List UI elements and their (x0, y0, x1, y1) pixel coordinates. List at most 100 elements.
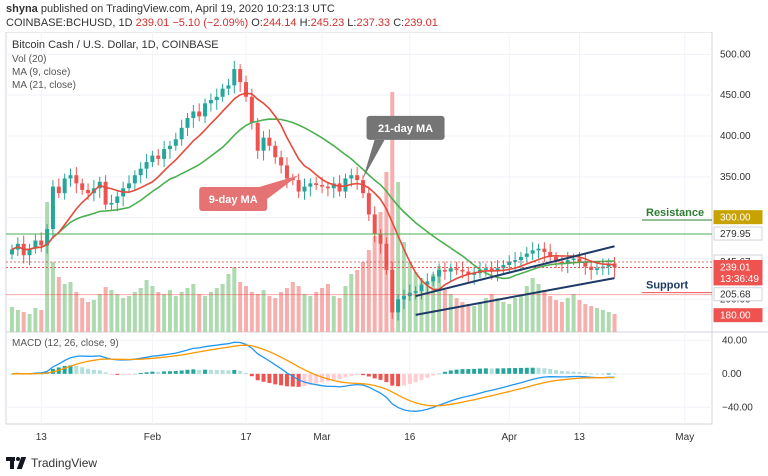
candle-body (349, 175, 354, 179)
tradingview-logo[interactable]: TradingView (6, 456, 97, 470)
price-tick-label: 400.00 (720, 131, 751, 142)
candle-body (150, 155, 155, 163)
candle-body (431, 276, 436, 282)
volume-bar (325, 284, 330, 332)
last-price: 239.01 (135, 17, 170, 29)
macd-histogram-bar (589, 373, 594, 375)
volume-bar (542, 290, 547, 332)
x-tick-label: 17 (240, 432, 252, 443)
macd-histogram-bar (513, 368, 518, 374)
volume-bar (261, 290, 266, 332)
volume-bar (191, 284, 196, 332)
macd-histogram-bar (343, 373, 348, 378)
macd-histogram-bar (331, 373, 336, 380)
volume-bar (197, 294, 202, 332)
candle-body (343, 178, 348, 192)
price-axis-badge-text: 13:36:49 (720, 274, 759, 285)
macd-histogram-bar (320, 373, 325, 383)
macd-histogram-bar (173, 371, 178, 374)
candle-body (33, 240, 38, 249)
macd-histogram-bar (185, 369, 190, 374)
macd-histogram-bar (220, 370, 225, 374)
x-tick-label: 13 (574, 432, 586, 443)
candle-body (413, 291, 418, 293)
candle-body (173, 139, 178, 146)
candle-body (437, 269, 442, 277)
price-axis-badge (713, 271, 763, 286)
volume-bar (396, 182, 401, 332)
volume-bar (361, 262, 365, 332)
macd-histogram-bar (454, 369, 459, 374)
candle-body (548, 251, 553, 257)
macd-histogram-bar (103, 372, 108, 374)
candle-body (466, 271, 471, 275)
volume-bar (349, 274, 354, 332)
macd-histogram-bar (97, 370, 102, 374)
macd-histogram-bar (232, 369, 237, 374)
macd-histogram-bar (62, 366, 67, 374)
volume-bar (21, 312, 26, 332)
publisher-name[interactable]: shyna (6, 3, 38, 15)
volume-bar (150, 286, 155, 332)
candle-body (501, 265, 506, 269)
resistance-annotation: Resistance (646, 207, 704, 219)
volume-bar (290, 282, 295, 332)
price-chart[interactable]: 500.00450.00400.00350.00300.00250.00200.… (0, 32, 768, 452)
macd-histogram-bar (355, 373, 360, 375)
candle-body (86, 189, 91, 194)
candle-body (185, 118, 190, 128)
candle-body (267, 137, 272, 146)
macd-histogram-bar (279, 373, 284, 386)
candle-body (138, 168, 143, 176)
volume-bar (232, 267, 237, 332)
volume-bar (74, 292, 79, 332)
candle-body (144, 162, 149, 169)
macd-histogram-bar (150, 371, 155, 374)
candle-body (589, 266, 594, 270)
volume-bar (495, 298, 500, 332)
price-tick-label: 450.00 (720, 90, 751, 101)
candle-body (401, 296, 406, 300)
macd-histogram-bar (495, 368, 500, 374)
candle-body (472, 273, 477, 275)
candle-body (595, 268, 599, 270)
candle-body (419, 284, 424, 292)
volume-bar (554, 300, 559, 332)
macd-histogram-bar (203, 369, 208, 374)
volume-bar (121, 298, 126, 332)
candle-body (571, 258, 576, 261)
macd-histogram-bar (396, 373, 401, 387)
macd-histogram-bar (442, 371, 447, 374)
macd-histogram-bar (401, 373, 406, 386)
candle-body (167, 145, 172, 150)
candle-body (507, 261, 512, 266)
macd-histogram-bar (156, 371, 161, 374)
candle-body (45, 229, 50, 246)
macd-histogram-bar (559, 370, 564, 374)
macd-histogram-bar (548, 369, 553, 374)
macd-histogram-bar (413, 373, 418, 383)
candle-body (366, 193, 371, 215)
macd-histogram-bar (407, 373, 412, 385)
candle-body (308, 183, 313, 187)
candle-body (273, 145, 278, 158)
close-label: C: (393, 17, 405, 29)
candle-body (378, 234, 383, 244)
macd-histogram-bar (337, 373, 342, 379)
volume-bar (144, 280, 149, 332)
candle-body (115, 196, 120, 203)
candle-body (314, 183, 319, 185)
close-value: 239.01 (404, 17, 438, 29)
macd-histogram-bar (507, 368, 512, 374)
price-axis-badge-text: 300.00 (720, 213, 751, 224)
volume-bar (138, 288, 143, 332)
macd-histogram-bar (489, 368, 494, 374)
footer: TradingView (0, 452, 768, 476)
volume-bar (173, 296, 178, 332)
macd-histogram-bar (132, 373, 137, 375)
candle-body (425, 281, 430, 285)
candle-body (197, 111, 202, 117)
x-tick-label: Feb (144, 432, 162, 443)
volume-bar (448, 294, 453, 332)
macd-histogram-bar (384, 373, 389, 383)
